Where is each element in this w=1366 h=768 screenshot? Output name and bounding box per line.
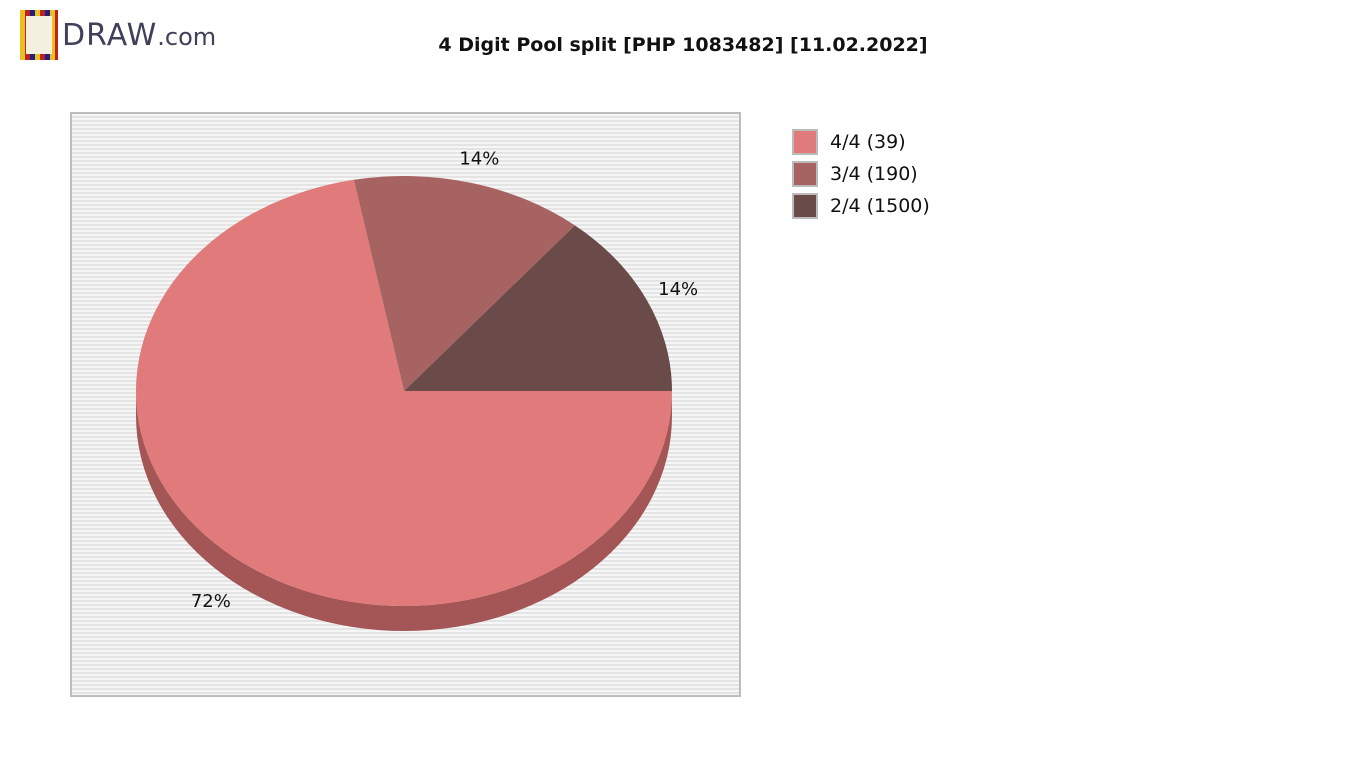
- legend-swatch: [792, 161, 818, 187]
- pie-slice-1[interactable]: [353, 176, 575, 391]
- logo[interactable]: DRAW.com: [20, 10, 216, 60]
- legend-label: 2/4 (1500): [830, 195, 930, 217]
- logo-suffix: .com: [157, 22, 217, 51]
- pie-slice-0[interactable]: [136, 179, 673, 606]
- legend-label: 4/4 (39): [830, 131, 906, 153]
- legend-label: 3/4 (190): [830, 163, 918, 185]
- legend-swatch: [792, 129, 818, 155]
- legend-item: 3/4 (190): [792, 154, 930, 194]
- data-label-1: 14%: [459, 149, 499, 170]
- legend-item: 2/4 (1500): [792, 186, 930, 226]
- legend-item: 4/4 (39): [792, 122, 930, 162]
- data-label-0: 72%: [191, 591, 231, 612]
- pie-slice-2[interactable]: [404, 225, 672, 391]
- legend: 4/4 (39) 3/4 (190) 2/4 (1500): [792, 122, 930, 226]
- data-label-2: 14%: [658, 279, 698, 300]
- logo-word: DRAW: [62, 17, 158, 53]
- legend-swatch: [792, 193, 818, 219]
- pcso-logo-mark: [20, 10, 58, 60]
- chart-title: 4 Digit Pool split [PHP 1083482] [11.02.…: [438, 34, 928, 56]
- logo-text: DRAW.com: [62, 18, 216, 53]
